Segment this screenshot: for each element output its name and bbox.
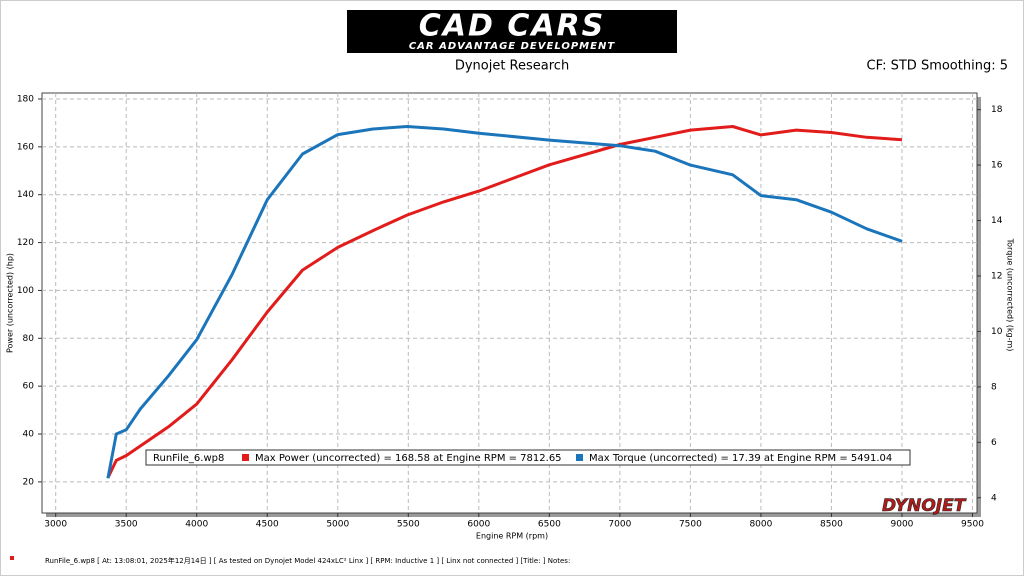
lines	[106, 125, 903, 479]
legend-label: Max Torque (uncorrected) = 17.39 at Engi…	[589, 453, 892, 464]
x-tick-label: 6000	[467, 520, 490, 530]
y-axis-title: Power (uncorrected) (hp)	[6, 253, 15, 353]
x-tick-label: 4000	[185, 520, 208, 530]
y-tick-label: 120	[17, 238, 34, 248]
y2-tick-label: 6	[991, 438, 997, 448]
x-tick-label: 9500	[961, 520, 984, 530]
y2-tick-label: 10	[991, 327, 1003, 337]
series-line	[106, 125, 903, 479]
y-tick-label: 20	[23, 477, 35, 487]
logo-subtitle: CAR ADVANTAGE DEVELOPMENT	[409, 41, 615, 52]
x-axis-title: Engine RPM (rpm)	[476, 532, 548, 541]
series-line	[106, 125, 903, 479]
y-tick-label: 80	[23, 334, 35, 344]
x-tick-label: 4500	[256, 520, 279, 530]
y2-tick-label: 4	[991, 493, 997, 503]
y-tick-label: 60	[23, 382, 35, 392]
y2-tick-label: 18	[991, 105, 1003, 115]
x-tick-label: 5000	[326, 520, 349, 530]
legend-swatch	[242, 454, 249, 461]
y-tick-label: 140	[17, 190, 34, 200]
x-tick-label: 3500	[115, 520, 138, 530]
footer-icon	[10, 556, 14, 560]
y-tick-label: 180	[17, 94, 34, 104]
logo-title: CAD CARS	[419, 9, 606, 44]
legend-box	[145, 449, 911, 466]
chart-title: Dynojet Research	[455, 59, 569, 74]
settings-label: CF: STD Smoothing: 5	[867, 59, 1008, 74]
x-tick-label: 7000	[608, 520, 631, 530]
footer: RunFile_6.wp8 [ At: 13:08:01, 2025年12月14…	[45, 556, 570, 565]
y2-tick-label: 14	[991, 216, 1003, 226]
x-tick-label: 6500	[538, 520, 561, 530]
x-tick-label: 7500	[679, 520, 702, 530]
y-tick-label: 40	[23, 430, 35, 440]
legend-swatch	[576, 454, 583, 461]
y2-tick-label: 16	[991, 161, 1003, 171]
logo-box	[347, 10, 677, 53]
x-tick-label: 8000	[749, 520, 772, 530]
y2-tick-label: 8	[991, 382, 997, 392]
x-tick-label: 5500	[397, 520, 420, 530]
x-tick-label: 9000	[891, 520, 914, 530]
y-tick-label: 160	[17, 142, 34, 152]
legend-run-file: RunFile_6.wp8	[153, 453, 224, 464]
y2-tick-label: 12	[991, 271, 1002, 281]
y-tick-label: 100	[17, 286, 34, 296]
brand-logo: DYNOJET	[882, 496, 967, 516]
x-tick-label: 3000	[44, 520, 67, 530]
x-tick-label: 8500	[820, 520, 843, 530]
y2-axis-title: Torque (uncorrected) (kg-m)	[1006, 238, 1015, 352]
grid	[42, 93, 977, 513]
plot-area	[41, 92, 978, 514]
legend-label: Max Power (uncorrected) = 168.58 at Engi…	[255, 453, 562, 464]
